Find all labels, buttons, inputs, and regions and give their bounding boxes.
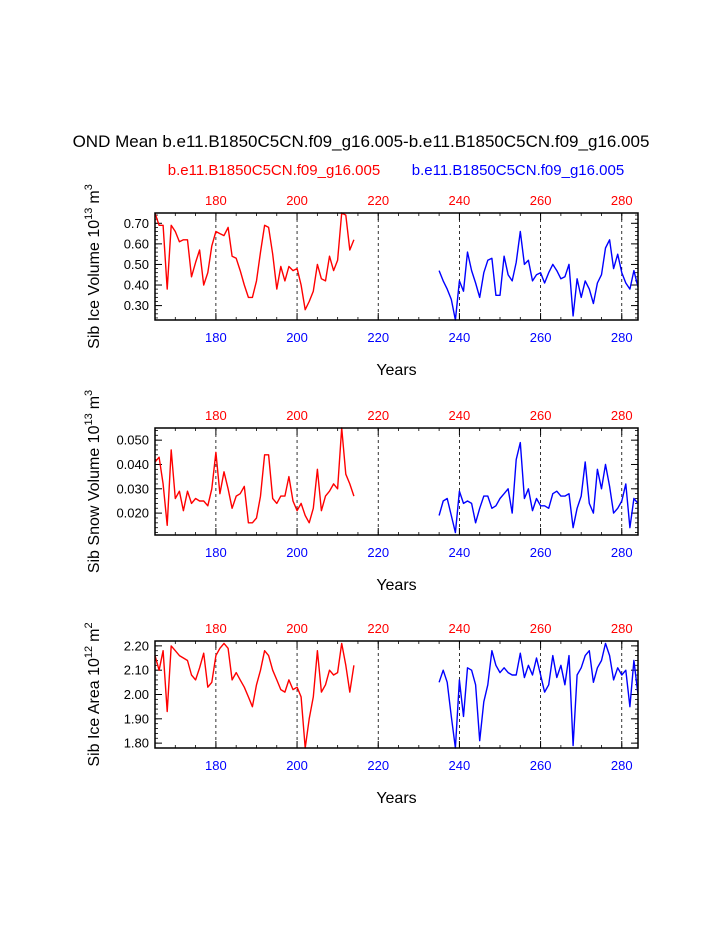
panel-sib-snow-volume: 0.020 0.030 0.040 0.050 180 180 200 200 220 220 24… — [83, 390, 639, 594]
x-tick-label-top: 220 — [367, 408, 389, 423]
x-axis-label: Years — [376, 577, 416, 594]
x-tick-label-bottom: 220 — [367, 330, 389, 345]
y-axis-label: Sib Ice Volume 1013 m3 — [83, 184, 103, 349]
y-axis-label: Sib Ice Area 1012 m2 — [83, 622, 103, 766]
series-line-blue — [438, 230, 639, 321]
x-tick-label-top: 280 — [611, 621, 633, 636]
y-axis-label-unit-exponent: 2 — [83, 622, 95, 628]
y-axis-label-exponent: 12 — [83, 646, 95, 658]
figure-title: OND Mean b.e11.B1850C5CN.f09_g16.005-b.e… — [73, 132, 650, 151]
y-axis-label-exponent: 13 — [83, 208, 95, 220]
series-line-blue — [438, 441, 639, 534]
series-line-red — [154, 642, 355, 749]
y-tick-label: 1.80 — [124, 736, 149, 751]
x-axis-label: Years — [376, 790, 416, 807]
x-tick-label-bottom: 240 — [449, 758, 471, 773]
y-axis-label-main: Sib Ice Volume 10 — [86, 220, 103, 349]
x-tick-label-top: 200 — [286, 193, 308, 208]
y-axis-label-unit: m — [86, 629, 103, 642]
y-tick-label: 0.050 — [116, 433, 149, 448]
y-tick-label: 2.20 — [124, 638, 149, 653]
plot-frame — [154, 427, 639, 536]
series-line-red — [154, 427, 355, 526]
y-tick-label: 1.90 — [124, 711, 149, 726]
x-tick-label-bottom: 220 — [367, 545, 389, 560]
y-tick-label: 0.030 — [116, 481, 149, 496]
x-tick-label-top: 180 — [205, 193, 227, 208]
y-axis-label-unit: m — [86, 190, 103, 203]
x-tick-label-top: 260 — [530, 408, 552, 423]
x-tick-label-bottom: 200 — [286, 545, 308, 560]
x-tick-label-top: 240 — [449, 408, 471, 423]
y-axis-label-exponent: 13 — [83, 413, 95, 425]
x-axis-label: Years — [376, 362, 416, 379]
y-tick-label: 2.00 — [124, 687, 149, 702]
x-tick-label-bottom: 180 — [205, 330, 227, 345]
x-tick-label-top: 200 — [286, 621, 308, 636]
x-tick-label-bottom: 180 — [205, 545, 227, 560]
y-tick-label: 0.60 — [124, 236, 149, 251]
legend-blue-case: b.e11.B1850C5CN.f09_g16.005 — [412, 162, 624, 179]
x-tick-label-bottom: 260 — [530, 545, 552, 560]
panel-sib-ice-area: 1.80 1.90 2.00 2.10 2.20 180 180 200 200 220 220 24… — [83, 621, 639, 807]
series-line-red — [154, 212, 355, 311]
plot-frame — [154, 212, 639, 321]
x-tick-label-top: 220 — [367, 193, 389, 208]
series-line-blue — [438, 642, 639, 749]
y-axis-label-unit-exponent: 3 — [83, 390, 95, 396]
x-tick-label-top: 280 — [611, 193, 633, 208]
legend-red-case: b.e11.B1850C5CN.f09_g16.005 — [168, 162, 380, 179]
x-tick-label-top: 180 — [205, 408, 227, 423]
x-tick-label-bottom: 200 — [286, 330, 308, 345]
x-tick-label-top: 280 — [611, 408, 633, 423]
y-axis-label: Sib Snow Volume 1013 m3 — [83, 390, 103, 573]
y-tick-label: 0.040 — [116, 457, 149, 472]
x-tick-label-top: 240 — [449, 193, 471, 208]
y-tick-label: 0.50 — [124, 257, 149, 272]
y-axis-label-main: Sib Snow Volume 10 — [86, 425, 103, 573]
y-tick-label: 0.020 — [116, 506, 149, 521]
y-tick-label: 2.10 — [124, 663, 149, 678]
x-tick-label-top: 220 — [367, 621, 389, 636]
x-tick-label-bottom: 280 — [611, 330, 633, 345]
y-axis-label-unit-exponent: 3 — [83, 184, 95, 190]
x-tick-label-bottom: 280 — [611, 758, 633, 773]
x-tick-label-top: 180 — [205, 621, 227, 636]
x-tick-label-bottom: 260 — [530, 758, 552, 773]
y-axis-label-main: Sib Ice Area 10 — [86, 658, 103, 767]
x-tick-label-top: 260 — [530, 193, 552, 208]
x-tick-label-bottom: 180 — [205, 758, 227, 773]
panel-sib-ice-volume: 0.30 0.40 0.50 0.60 0.70 180 180 200 200 220 220 24… — [83, 184, 639, 379]
y-tick-label: 0.30 — [124, 298, 149, 313]
x-tick-label-top: 260 — [530, 621, 552, 636]
x-tick-label-bottom: 220 — [367, 758, 389, 773]
y-tick-label: 0.40 — [124, 278, 149, 293]
x-tick-label-bottom: 200 — [286, 758, 308, 773]
x-tick-label-bottom: 240 — [449, 330, 471, 345]
x-tick-label-top: 200 — [286, 408, 308, 423]
plot-frame — [154, 640, 639, 749]
y-tick-label: 0.70 — [124, 216, 149, 231]
x-tick-label-top: 240 — [449, 621, 471, 636]
y-axis-label-unit: m — [86, 396, 103, 409]
x-tick-label-bottom: 280 — [611, 545, 633, 560]
x-tick-label-bottom: 260 — [530, 330, 552, 345]
x-tick-label-bottom: 240 — [449, 545, 471, 560]
